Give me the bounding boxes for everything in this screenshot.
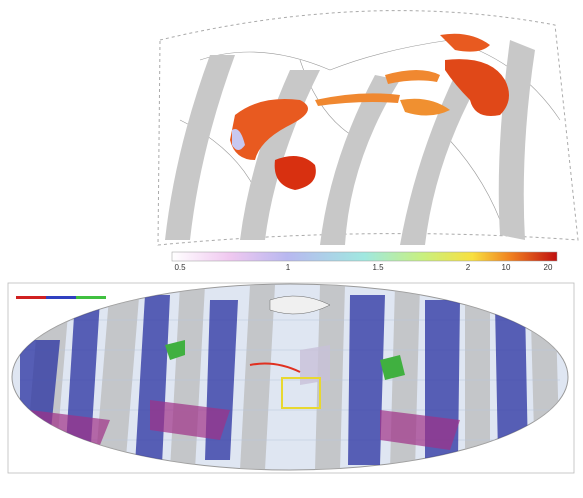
colorbar bbox=[172, 252, 557, 261]
figure: 0.5 1 1.5 2 10 20 bbox=[0, 0, 583, 498]
legend-bar bbox=[16, 296, 46, 299]
colorbar-label: 1.5 bbox=[372, 263, 384, 272]
colorbar-label: 1 bbox=[286, 263, 291, 272]
colorbar-label: 0.5 bbox=[174, 263, 186, 272]
bottom-map bbox=[12, 284, 568, 470]
colorbar-label: 20 bbox=[544, 263, 553, 272]
colorbar-label: 2 bbox=[466, 263, 471, 272]
legend-bar bbox=[76, 296, 106, 299]
legend-bar bbox=[46, 296, 76, 299]
colorbar-label: 10 bbox=[502, 263, 511, 272]
top-map bbox=[158, 11, 578, 245]
page: 0.5 1 1.5 2 10 20 (() => { const data = … bbox=[0, 0, 583, 498]
